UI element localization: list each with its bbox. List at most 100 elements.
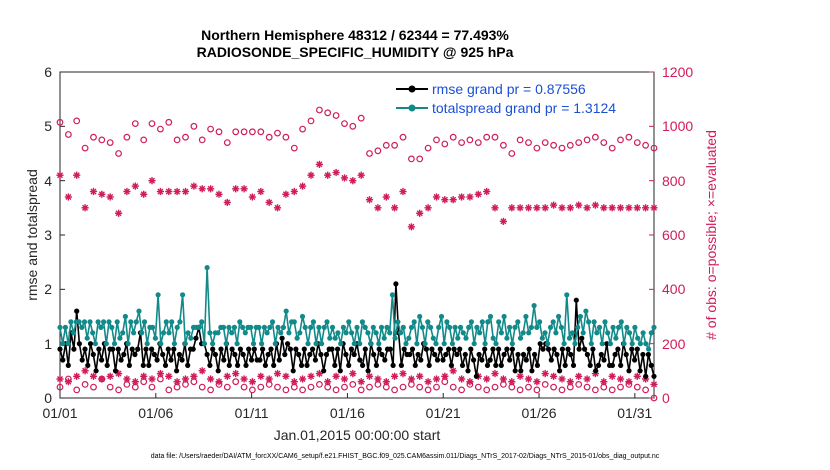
totalspread-point	[185, 330, 191, 336]
totalspread-point	[109, 324, 115, 330]
y-left-tick-label: 3	[44, 227, 52, 243]
rmse-point	[482, 346, 488, 352]
totalspread-point	[531, 303, 537, 309]
rmse-point	[265, 351, 271, 358]
totalspread-point	[269, 319, 276, 325]
totalspread-point	[596, 324, 603, 330]
totalspread-point	[169, 319, 175, 325]
obs-evaluated-daily--marker	[491, 369, 499, 378]
obs-possible-marker	[558, 144, 566, 152]
obs-evaluated-marker	[349, 177, 357, 185]
rmse-point	[212, 351, 218, 358]
rmse-point	[570, 362, 577, 368]
obs-possible-marker	[366, 150, 373, 157]
rmse-point	[496, 346, 502, 352]
rmse-point	[487, 357, 493, 363]
obs-evaluated-daily--marker	[240, 375, 248, 383]
totalspread-point	[114, 319, 120, 325]
obs-evaluated-marker	[416, 209, 424, 217]
obs-possible-marker	[248, 128, 256, 136]
totalspread-point	[569, 330, 575, 336]
rmse-point	[632, 357, 638, 363]
totalspread-point	[447, 324, 453, 330]
obs-evaluated-marker	[340, 174, 349, 182]
y-left-tick-label: 0	[44, 390, 52, 406]
obs-possible-marker	[449, 133, 457, 141]
rmse-point	[623, 351, 629, 358]
rmse-point	[176, 351, 182, 358]
rmse-point	[298, 362, 305, 368]
obs-evaluated-daily--marker	[349, 369, 357, 378]
totalspread-point	[155, 292, 161, 298]
obs-possible-daily--marker	[449, 383, 457, 391]
rmse-point	[584, 351, 591, 358]
x-axis: 01/01 01/06 01/11 01/16 01/21 01/26 01/3…	[42, 405, 652, 421]
obs-evaluated-daily--marker	[357, 378, 365, 386]
obs-evaluated-marker	[483, 187, 491, 196]
obs-possible-daily--marker	[391, 386, 399, 394]
totalspread-point	[613, 335, 619, 341]
obs-possible-daily--marker	[349, 381, 357, 388]
obs-evaluated-marker	[198, 185, 206, 193]
obs-possible-marker	[123, 133, 131, 141]
obs-possible-marker	[575, 139, 583, 147]
obs-possible-marker	[650, 144, 658, 152]
obs-evaluated-daily--marker	[156, 369, 164, 378]
obs-evaluated-marker	[299, 182, 307, 190]
totalspread-point	[319, 341, 325, 347]
obs-evaluated-marker	[223, 198, 231, 206]
obs-possible-marker	[516, 136, 524, 144]
totalspread-point	[84, 335, 90, 341]
obs-possible-daily--marker	[332, 386, 340, 394]
totalspread-point	[272, 341, 278, 347]
totalspread-point	[618, 319, 624, 325]
rmse-point	[232, 351, 238, 358]
totalspread-point	[267, 324, 273, 330]
totalspread-point	[493, 341, 499, 347]
obs-evaluated-daily--marker	[332, 372, 340, 380]
obs-possible-daily--marker	[357, 386, 365, 394]
y-right-tick-label: 600	[662, 227, 686, 243]
obs-evaluated-marker	[332, 168, 340, 177]
obs-evaluated-daily--marker	[600, 378, 608, 386]
totalspread-point	[460, 330, 466, 336]
totalspread-point	[81, 319, 88, 325]
totalspread-point	[534, 324, 540, 330]
totalspread-point	[583, 308, 589, 314]
rmse-point	[615, 346, 621, 352]
totalspread-point	[468, 319, 474, 325]
obs-possible-marker	[474, 139, 482, 147]
obs-possible-daily--marker	[56, 383, 64, 391]
rmse-point	[251, 346, 257, 352]
rmse-point	[74, 308, 80, 314]
totalspread-point	[539, 335, 545, 341]
rmse-point	[401, 346, 407, 352]
obs-evaluated-marker	[625, 204, 633, 212]
obs-evaluated-marker	[407, 223, 415, 231]
totalspread-point	[220, 324, 227, 330]
totalspread-point	[332, 335, 338, 341]
rmse-point	[337, 368, 343, 374]
obs-evaluated-daily--marker	[374, 375, 382, 383]
obs-possible-marker	[424, 144, 432, 152]
rmse-point	[243, 362, 249, 368]
obs-possible-marker	[357, 114, 365, 122]
totalspread-point	[381, 335, 387, 341]
totalspread-point	[150, 324, 156, 330]
totalspread-point	[174, 324, 180, 330]
totalspread-point	[163, 319, 169, 325]
rmse-point	[257, 357, 263, 363]
obs-evaluated-marker	[240, 185, 248, 193]
totalspread-point	[438, 313, 445, 320]
obs-evaluated-daily--marker	[165, 372, 173, 380]
totalspread-point	[575, 324, 581, 330]
obs-evaluated-daily--marker	[458, 375, 466, 383]
rmse-point	[587, 362, 593, 368]
rmse-point	[357, 357, 363, 363]
obs-possible-marker	[617, 136, 624, 144]
obs-possible-daily--marker	[299, 386, 307, 394]
totalspread-point	[95, 319, 101, 325]
obs-possible-daily--marker	[424, 386, 432, 394]
obs-possible-daily--marker	[282, 386, 290, 394]
legend-label-totalspread: totalspread grand pr = 1.3124	[432, 100, 616, 116]
